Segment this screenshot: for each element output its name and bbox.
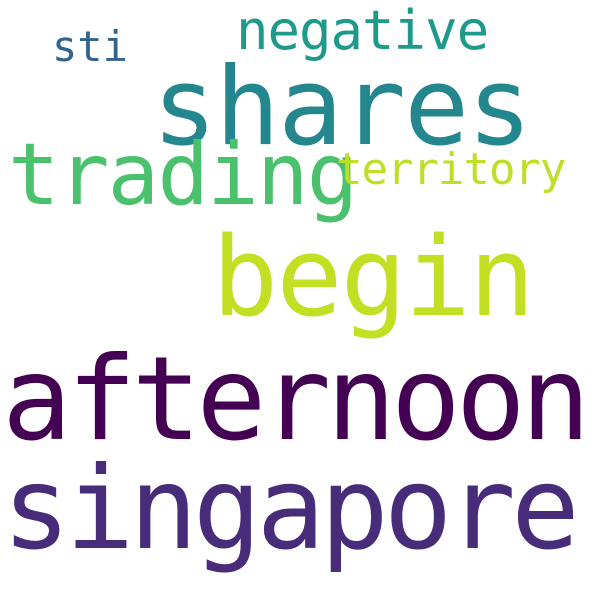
word-territory: territory (336, 144, 566, 195)
word-negative: negative (236, 0, 489, 62)
word-shares: shares (152, 45, 532, 170)
word-trading: trading (8, 125, 358, 225)
word-singapore: singapore (2, 442, 580, 575)
word-begin: begin (212, 213, 535, 341)
word-sti: sti (52, 22, 128, 71)
word-afternoon: afternoon (2, 332, 591, 467)
